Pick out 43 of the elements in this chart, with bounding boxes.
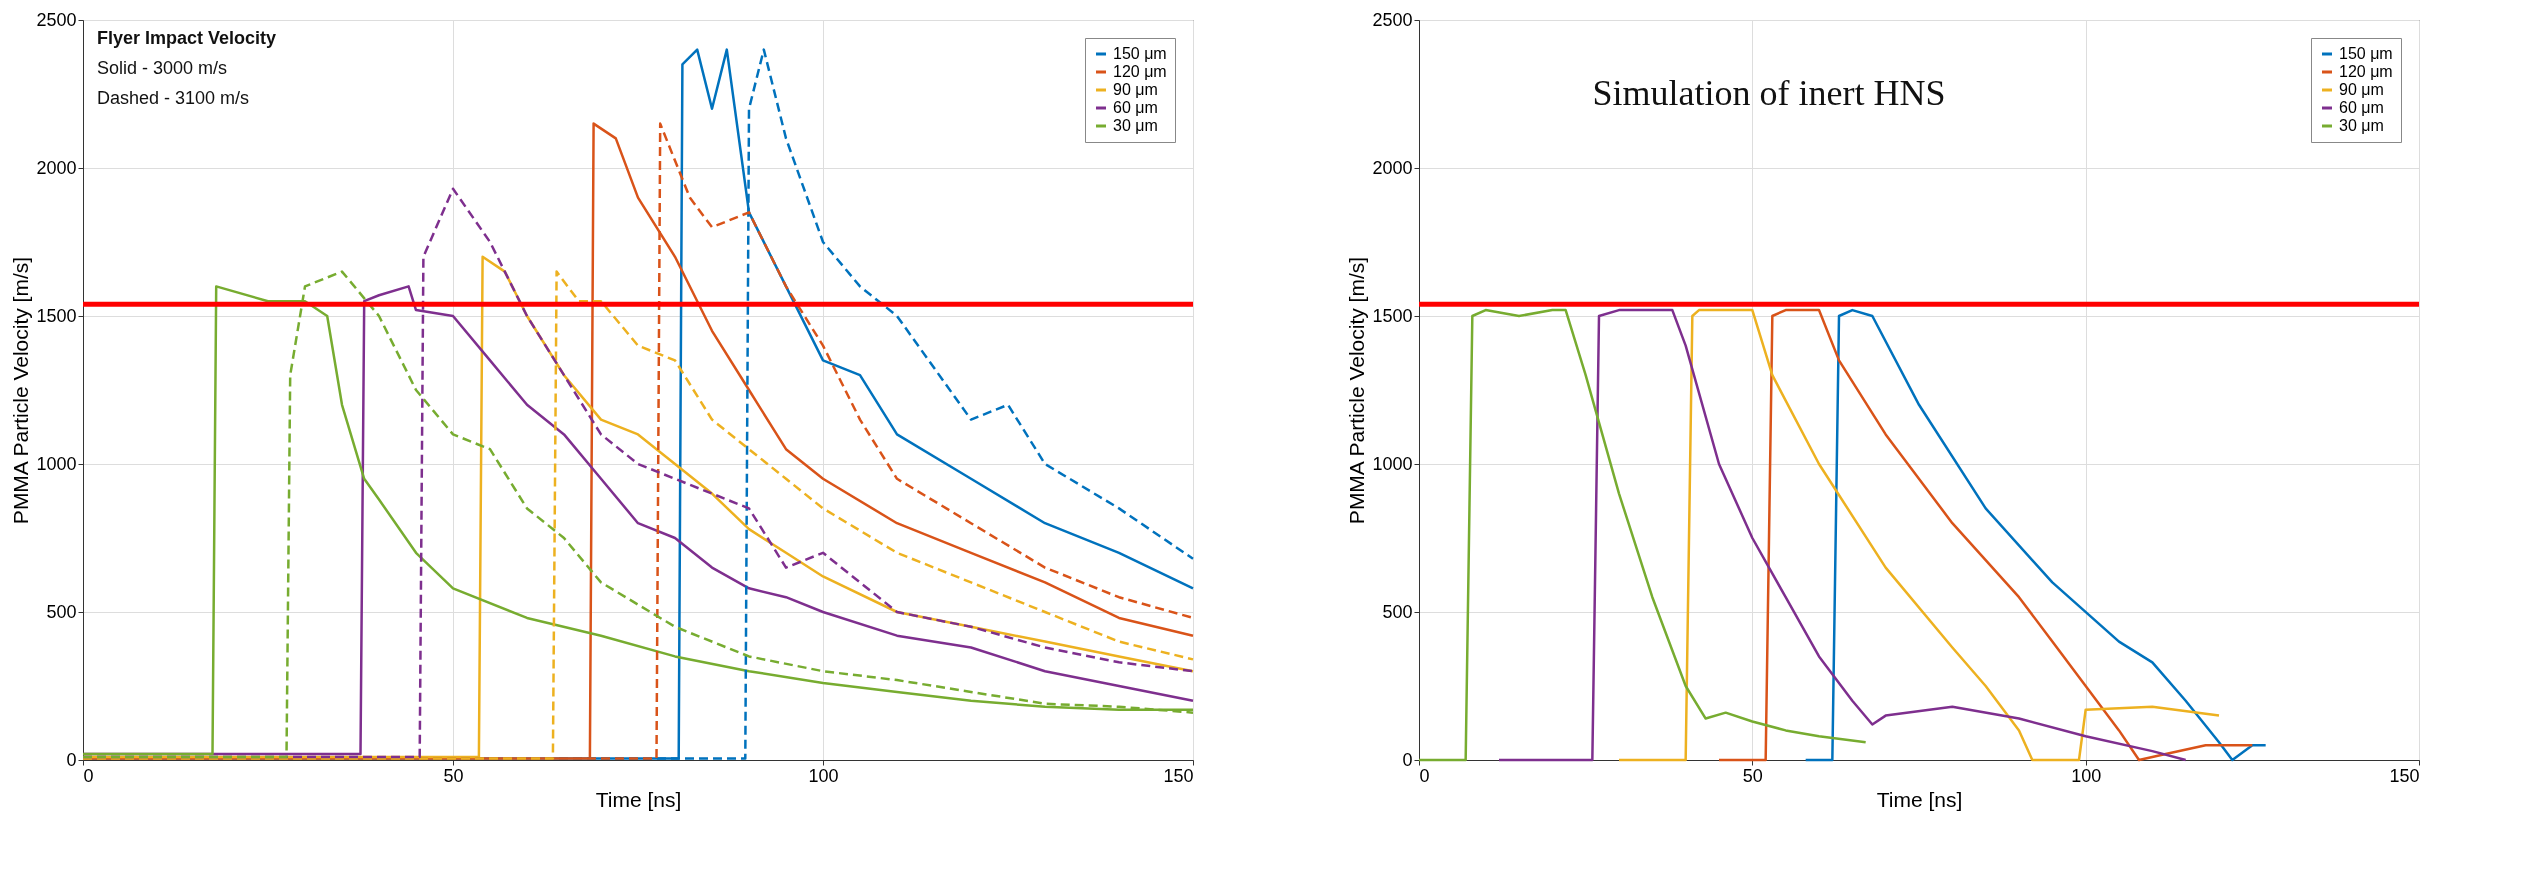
legend-label: 60 μm xyxy=(1113,99,1158,116)
legend-label: 150 μm xyxy=(1113,45,1167,62)
legend-label: 120 μm xyxy=(1113,63,1167,80)
y-tick-label: 1000 xyxy=(36,453,77,474)
y-tick-label: 0 xyxy=(66,749,77,770)
x-axis-title: Time [ns] xyxy=(595,787,682,811)
legend-label: 60 μm xyxy=(2339,99,2384,116)
y-tick-label: 2000 xyxy=(1372,157,1413,178)
y-tick-label: 1000 xyxy=(1372,453,1413,474)
annotation: Solid - 3000 m/s xyxy=(97,58,228,78)
line-series xyxy=(1417,308,1867,762)
annotation: Flyer Impact Velocity xyxy=(97,28,277,48)
x-tick-label: 150 xyxy=(2389,765,2420,786)
y-tick-label: 2500 xyxy=(36,9,77,30)
y-tick-label: 500 xyxy=(1382,601,1413,622)
y-tick-label: 2500 xyxy=(1372,9,1413,30)
legend-label: 90 μm xyxy=(2339,81,2384,98)
x-tick-label: 100 xyxy=(2071,765,2102,786)
legend-label: 120 μm xyxy=(2339,63,2393,80)
x-tick-label: 0 xyxy=(83,765,94,786)
line-series xyxy=(1497,308,2187,762)
y-tick-label: 2000 xyxy=(36,157,77,178)
line-series xyxy=(1717,308,2254,762)
x-tick-label: 100 xyxy=(808,765,839,786)
legend-label: 30 μm xyxy=(2339,117,2384,134)
y-tick-label: 1500 xyxy=(36,305,77,326)
line-series xyxy=(1617,308,2221,762)
x-tick-label: 50 xyxy=(1742,765,1763,786)
x-tick-label: 50 xyxy=(443,765,464,786)
x-tick-label: 150 xyxy=(1163,765,1194,786)
y-tick-label: 500 xyxy=(46,601,77,622)
y-tick-label: 1500 xyxy=(1372,305,1413,326)
annotation: Simulation of inert HNS xyxy=(1592,73,1946,113)
line-series xyxy=(1804,308,2267,762)
legend-label: 30 μm xyxy=(1113,117,1158,134)
x-axis-title: Time [ns] xyxy=(1876,787,1963,811)
y-axis-title: PMMA Particle Velocity [m/s] xyxy=(9,256,33,525)
y-tick-label: 0 xyxy=(1402,749,1413,770)
y-axis-title: PMMA Particle Velocity [m/s] xyxy=(1345,256,1369,525)
x-tick-label: 0 xyxy=(1419,765,1430,786)
annotation: Dashed - 3100 m/s xyxy=(97,88,250,108)
legend-label: 90 μm xyxy=(1113,81,1158,98)
legend-label: 150 μm xyxy=(2339,45,2393,62)
